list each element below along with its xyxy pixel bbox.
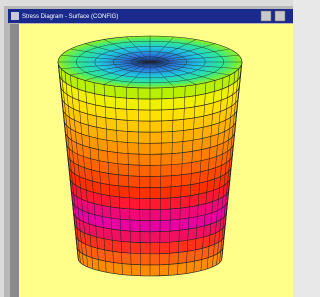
screenshot: Stress Diagram - Surface (CONFIG) [0,0,293,297]
minimize-button[interactable] [261,11,271,21]
window-title: Stress Diagram - Surface (CONFIG) [22,14,118,20]
window-icon [11,12,19,20]
window-border [10,24,19,297]
cylinder [58,36,242,276]
close-button[interactable] [275,11,285,21]
page: Stress Diagram - Surface (CONFIG) (() =>… [0,0,293,297]
